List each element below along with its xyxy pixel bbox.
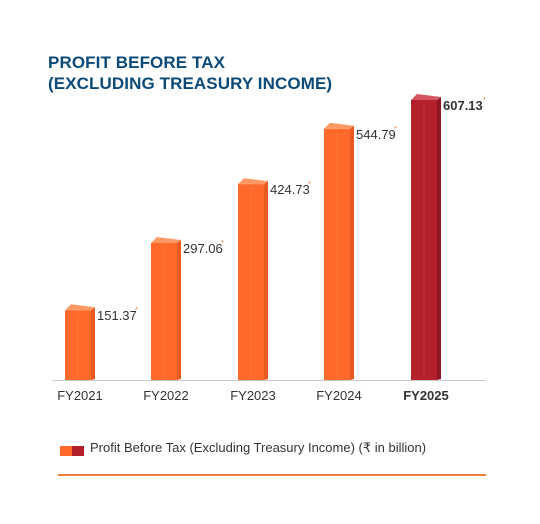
bar-fy2024 — [324, 128, 350, 380]
legend-swatch — [60, 443, 84, 456]
legend-swatch-red — [72, 446, 84, 456]
value-label-fy2023: 424.73 — [270, 182, 310, 197]
bar-top-fy2022 — [151, 237, 181, 244]
value-marker-fy2023: * — [308, 181, 311, 188]
value-label-fy2024: 544.79 — [356, 127, 396, 142]
value-marker-fy2021: * — [135, 307, 138, 314]
value-marker-fy2025: * — [483, 97, 486, 104]
bar-top-fy2025 — [411, 94, 441, 100]
x-tick-label-fy2023: FY2023 — [230, 388, 276, 403]
bar-side-fy2023 — [264, 181, 268, 380]
value-label-fy2022: 297.06 — [183, 241, 223, 256]
x-tick-label-fy2025: FY2025 — [403, 388, 449, 403]
bar-side-fy2021 — [91, 307, 95, 380]
bottom-divider — [58, 474, 486, 476]
bar-fy2021 — [65, 310, 91, 380]
chart-title: PROFIT BEFORE TAX (EXCLUDING TREASURY IN… — [48, 52, 332, 94]
bar-chart: 151.37*FY2021297.06*FY2022424.73*FY20235… — [52, 94, 486, 403]
legend-swatch-orange — [60, 446, 72, 456]
bar-top-fy2021 — [65, 304, 95, 311]
x-tick-label-fy2022: FY2022 — [143, 388, 189, 403]
bar-side-fy2022 — [177, 240, 181, 380]
value-label-fy2025: 607.13 — [443, 98, 483, 113]
x-tick-label-fy2024: FY2024 — [316, 388, 362, 403]
bar-side-fy2025 — [437, 97, 441, 380]
chart-title-line-2: (EXCLUDING TREASURY INCOME) — [48, 74, 333, 93]
x-tick-label-fy2021: FY2021 — [57, 388, 103, 403]
chart-title-line-1: PROFIT BEFORE TAX — [48, 53, 226, 72]
bar-fy2022 — [151, 243, 177, 380]
bar-top-fy2024 — [324, 122, 354, 129]
chart-legend: Profit Before Tax (Excluding Treasury In… — [60, 440, 426, 456]
value-marker-fy2024: * — [394, 126, 397, 133]
value-marker-fy2022: * — [221, 240, 224, 247]
bar-fy2023 — [238, 184, 264, 380]
bar-top-fy2023 — [238, 178, 268, 185]
bar-fy2025 — [411, 100, 437, 380]
value-label-fy2021: 151.37 — [97, 308, 137, 323]
legend-label: Profit Before Tax (Excluding Treasury In… — [90, 440, 427, 455]
bar-side-fy2024 — [350, 125, 354, 380]
